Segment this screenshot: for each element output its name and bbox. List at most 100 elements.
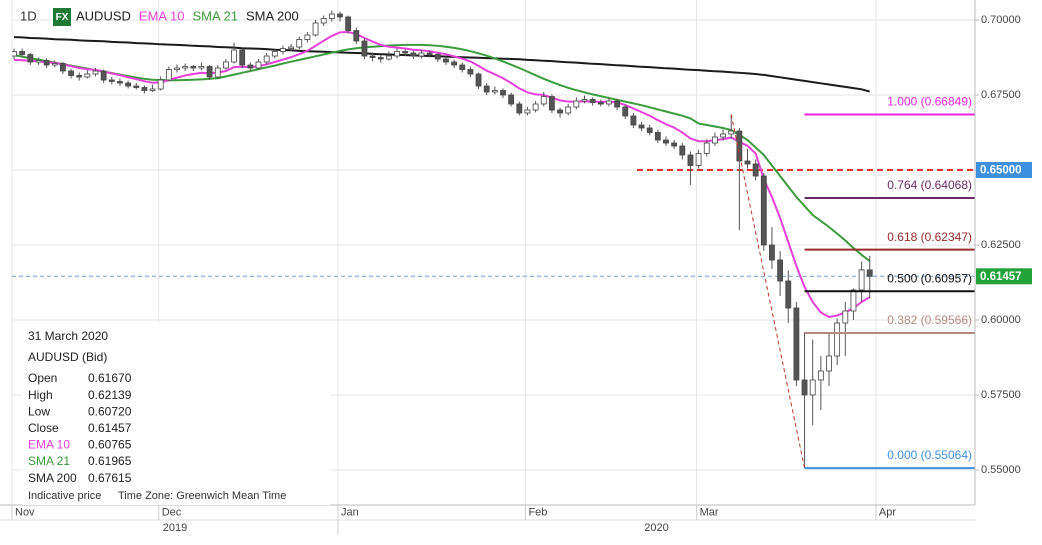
- interval: 1D: [20, 8, 37, 23]
- info-label: EMA 10: [28, 438, 70, 452]
- x-tick-label: Nov: [15, 506, 35, 518]
- x-tick-label: Feb: [528, 506, 547, 518]
- candle-body: [361, 40, 368, 57]
- candle-body: [288, 46, 295, 49]
- candle-body: [353, 30, 360, 42]
- info-value: 0.61965: [88, 454, 132, 468]
- candle-body: [247, 64, 254, 69]
- candle-body: [475, 73, 482, 87]
- candle-body: [858, 269, 865, 291]
- candle-body: [68, 70, 74, 76]
- info-value: 0.62139: [88, 388, 132, 402]
- candle-body: [573, 100, 580, 108]
- year-label: 2019: [163, 522, 187, 534]
- candle-body: [165, 69, 172, 81]
- candle-body: [622, 106, 629, 117]
- candle-body: [280, 48, 286, 52]
- candle-body: [239, 49, 246, 66]
- price-tag-label: 0.65000: [980, 165, 1022, 177]
- candle-body: [304, 34, 311, 40]
- candle-body: [84, 73, 91, 78]
- candle-body: [777, 259, 783, 282]
- candle-body: [540, 96, 547, 105]
- x-tick-label: Apr: [879, 506, 896, 518]
- candle-body: [671, 142, 678, 147]
- candle-body: [345, 16, 352, 31]
- info-label: Open: [28, 371, 57, 385]
- candle-body: [296, 39, 303, 48]
- candle-body: [760, 175, 767, 246]
- candle-body: [491, 90, 498, 93]
- y-tick-label: 0.62500: [981, 239, 1021, 251]
- candle-body: [663, 139, 669, 144]
- candle-body: [214, 67, 221, 78]
- info-note: Indicative price: [28, 490, 101, 502]
- overlay: 1.000 (0.66849) 0.764 (0.64068) 0.618 (0.6…: [804, 95, 975, 470]
- candle-body: [638, 124, 645, 129]
- info-timezone: Time Zone: Greenwich Mean Time: [118, 490, 286, 502]
- info-label: High: [28, 388, 53, 402]
- indicator-line: [13, 36, 871, 93]
- candle-body: [385, 55, 392, 60]
- candle-body: [12, 51, 17, 57]
- info-label: Close: [28, 421, 59, 435]
- fib-label: 1.000 (0.66849): [887, 95, 972, 109]
- candle-body: [850, 289, 857, 312]
- candle-body: [614, 100, 620, 108]
- indicator-line: [13, 31, 871, 319]
- fib-label: 0.000 (0.55064): [887, 448, 972, 462]
- candle-body: [320, 18, 327, 24]
- info-value: 0.60765: [88, 438, 132, 452]
- axes: 0.55000 0.57500 0.60000 0.62500 0.65000 0.675…: [11, 14, 1032, 535]
- candle-body: [809, 379, 816, 396]
- info-panel: 31 March 2020 AUDUSD (Bid) Open 0.61670 High…: [22, 322, 330, 505]
- candle-body: [174, 67, 180, 70]
- candle-body: [695, 153, 702, 166]
- candle-body: [410, 52, 417, 57]
- candle-body: [271, 51, 278, 57]
- candle-body: [190, 66, 197, 69]
- candle-body: [377, 57, 384, 60]
- badge: FX: [56, 12, 69, 23]
- candle-body: [157, 79, 164, 90]
- candle-body: [369, 55, 376, 58]
- candle-body: [654, 132, 661, 141]
- candle-body: [222, 61, 229, 69]
- candle-body: [712, 136, 718, 144]
- price-tag: [976, 268, 1032, 285]
- candle-body: [312, 22, 319, 36]
- x-tick-label: Dec: [162, 506, 182, 518]
- candle-body: [793, 307, 800, 381]
- candle-body: [43, 60, 50, 66]
- candle-body: [826, 355, 832, 372]
- candle-body: [418, 52, 425, 57]
- candle-body: [817, 370, 824, 381]
- candle-body: [500, 90, 506, 96]
- candle-body: [744, 160, 751, 165]
- fib-label: 0.764 (0.64068): [887, 178, 972, 192]
- info-label: Low: [28, 404, 50, 418]
- candle-body: [467, 69, 474, 75]
- legend-entry: SMA 21: [192, 8, 238, 23]
- candle-body: [337, 13, 343, 18]
- candle-body: [402, 51, 409, 54]
- candle-body: [206, 66, 213, 78]
- info-date: 31 March 2020: [28, 329, 108, 343]
- candle-body: [516, 103, 523, 114]
- info-label: SMA 200: [28, 471, 77, 485]
- candle-body: [524, 109, 531, 114]
- legend-entry: SMA 200: [246, 8, 299, 23]
- candle-body: [736, 130, 743, 162]
- candle-body: [328, 13, 335, 19]
- candle-body: [434, 54, 441, 60]
- info-label: SMA 21: [28, 454, 70, 468]
- candle-body: [597, 102, 604, 105]
- candle-body: [565, 106, 572, 114]
- candle-body: [679, 145, 686, 156]
- candle-body: [606, 100, 612, 105]
- header: 1D FX AUDUSD EMA 10 SMA 21 SMA 200: [20, 8, 299, 26]
- indicator-line: [13, 43, 871, 262]
- info-value: 0.60720: [88, 404, 132, 418]
- x-tick-label: Mar: [700, 506, 719, 518]
- info-value: 0.67615: [88, 471, 132, 485]
